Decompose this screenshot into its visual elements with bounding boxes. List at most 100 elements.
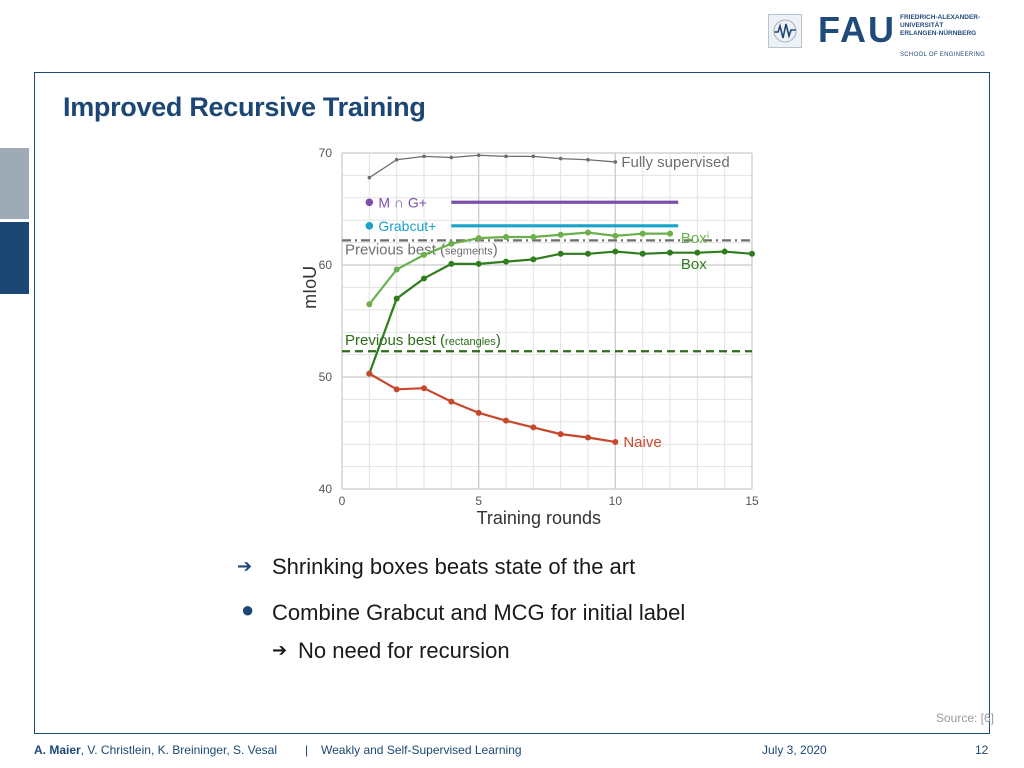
x-tick-label: 10 [609,494,623,508]
series-line [368,231,670,305]
data-point [639,250,646,257]
data-point [585,434,591,441]
data-point [557,431,564,438]
series-label: Box [681,256,707,273]
reference-dot [365,222,374,230]
bullet-text: Combine Grabcut and MCG for initial labe… [272,600,686,625]
data-point [694,249,701,256]
x-tick-label: 15 [745,494,759,508]
reference-dot [365,198,374,207]
faculty-logo [768,14,802,48]
data-point [367,175,372,180]
data-point [586,157,590,162]
data-point [448,398,455,405]
data-point [667,249,673,256]
footer-author-main: A. Maier [34,743,81,757]
x-tick-label: 0 [339,494,346,508]
reference-label: Grabcut+ [378,218,436,234]
data-point [503,417,509,424]
y-tick-label: 40 [319,482,333,496]
data-point [393,386,400,393]
school-name: SCHOOL OF ENGINEERING [900,52,986,58]
data-point [585,250,591,257]
data-point [667,230,673,237]
data-point [366,370,373,377]
footer-page-number: 12 [975,743,989,757]
data-point [393,266,400,273]
footer-course: Weakly and Self-Supervised Learning [321,743,522,757]
series-line [368,154,616,179]
data-point [504,154,508,159]
data-point [557,250,564,257]
frame-border [34,72,990,73]
university-line: ERLANGEN-NÜRNBERG [900,30,977,37]
data-point [503,234,509,240]
mIoU-line-chart: 0 5 10 15 40 50 60 70 Training rounds mIoU M ∩ G+ G… [300,146,759,528]
data-point [475,235,482,242]
data-point [749,250,755,257]
data-point [421,385,427,392]
data-point [557,231,564,238]
bullet-dot-icon: ● [241,597,255,622]
series-label: Fully supervised [621,154,729,171]
series-label: Boxⁱ [681,230,710,247]
data-point [612,232,619,239]
data-point [612,248,619,255]
data-point [475,409,482,416]
footer-authors: A. Maier, V. Christlein, K. Breininger, … [34,743,277,757]
university-line: UNIVERSITÄT [900,22,944,29]
footer-separator: | [305,743,309,757]
university-line: FRIEDRICH-ALEXANDER- [900,14,981,21]
data-point [613,160,618,164]
data-point [421,275,427,282]
university-name: FRIEDRICH-ALEXANDER- UNIVERSITÄT ERLANGE… [900,14,980,38]
y-tick-label: 60 [319,258,333,272]
footer-coauthors: , V. Christlein, K. Breininger, S. Vesal [80,743,278,757]
series-label: Naive [623,434,661,451]
data-point [448,240,455,247]
bullet-text: Shrinking boxes beats state of the art [272,554,636,579]
x-axis-label: Training rounds [477,508,601,528]
data-point [421,251,427,258]
reference-label: M ∩ G+ [378,194,427,210]
series-line [368,372,616,444]
data-point [585,229,591,236]
data-point [531,154,536,159]
arrow-right-icon: ➔ [272,640,288,660]
source-citation: Source: [6] [935,711,994,725]
previous-best-segments-label: Previous best (segments) [345,241,498,258]
data-point [394,157,399,162]
x-tick-label: 5 [475,494,482,508]
data-point [530,256,537,263]
data-point [612,438,619,445]
data-point [448,260,455,267]
frame-border [34,72,35,734]
footer-date: July 3, 2020 [762,743,827,757]
data-point [476,153,481,158]
side-marker-active [0,222,29,294]
data-point [449,155,454,160]
waveform-icon [773,19,797,43]
data-point [721,248,728,255]
frame-border [989,72,990,734]
sub-bullet-text: No need for recursion [298,638,510,663]
data-point [503,258,509,265]
fau-letters: FAU [818,9,896,50]
side-marker [0,148,29,219]
arrow-right-icon: ➔ [237,556,253,576]
slide-title: Improved Recursive Training [63,92,426,122]
data-point [475,260,482,267]
data-point [558,156,563,161]
previous-best-rectangles-label: Previous best (rectangles) [345,332,501,349]
data-point [366,301,373,308]
y-tick-label: 70 [319,146,333,160]
data-point [530,234,537,240]
frame-border [34,733,990,734]
data-point [639,230,646,237]
data-point [530,424,537,431]
data-point [422,154,426,159]
fau-logo: FAU FRIEDRICH-ALEXANDER- UNIVERSITÄT ERL… [818,8,998,62]
y-tick-label: 50 [319,370,333,384]
data-point [393,295,400,302]
y-axis-label: mIoU [300,266,320,309]
